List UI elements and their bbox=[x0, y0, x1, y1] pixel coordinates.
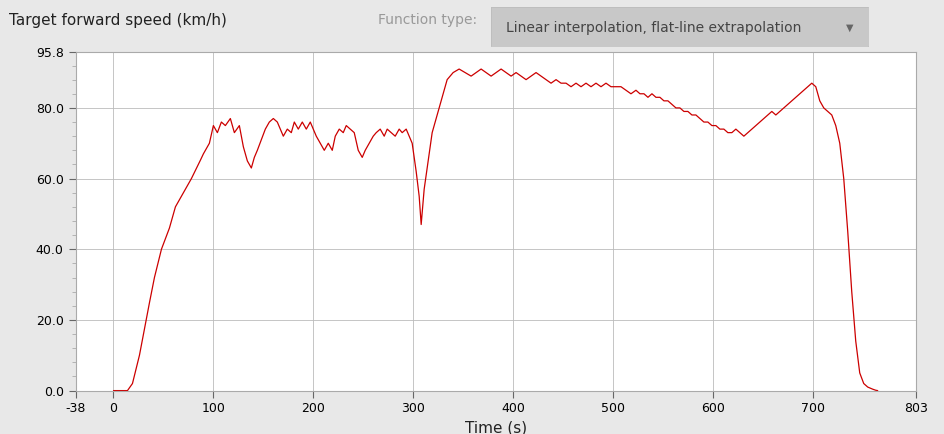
Text: Target forward speed (km/h): Target forward speed (km/h) bbox=[9, 13, 228, 28]
Text: Linear interpolation, flat-line extrapolation: Linear interpolation, flat-line extrapol… bbox=[506, 21, 801, 35]
X-axis label: Time (s): Time (s) bbox=[464, 421, 527, 434]
Text: Function type:: Function type: bbox=[378, 13, 477, 27]
Text: ▼: ▼ bbox=[846, 23, 853, 33]
